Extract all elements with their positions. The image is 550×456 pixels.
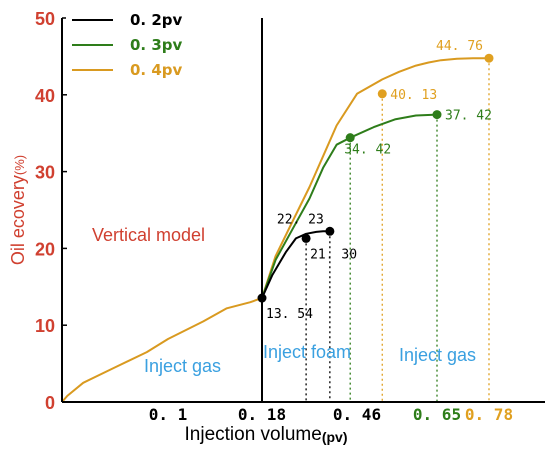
x-tick-label: 0. 46 — [333, 405, 381, 424]
y-tick-label: 0 — [45, 393, 55, 413]
y-tick-label: 50 — [35, 9, 55, 29]
x-tick-label: 0. 65 — [413, 405, 461, 424]
data-label: 21. 30 — [310, 247, 357, 262]
y-tick-label: 30 — [35, 163, 55, 183]
data-labels: 13. 54 21. 30 22. 23 34. 42 37. 42 40. 13 44. … — [266, 39, 492, 322]
data-markers — [257, 53, 494, 303]
legend-label: 0. 4pv — [130, 61, 183, 79]
data-point-marker — [257, 293, 267, 303]
y-axis-label-text: Oil ecovery — [8, 175, 28, 265]
x-tick-label: 0. 78 — [465, 405, 513, 424]
series-line — [261, 230, 330, 299]
data-point-marker — [301, 233, 311, 243]
series-lines — [61, 57, 489, 403]
x-axis-label: Injection volume(pv) — [185, 424, 348, 445]
y-ticks: 0 10 20 30 40 50 — [35, 9, 67, 413]
data-point-marker — [325, 226, 335, 236]
legend-label: 0. 2pv — [130, 11, 183, 29]
y-tick-label: 40 — [35, 86, 55, 106]
region-annotations: Vertical model Inject gas Inject foam Injec… — [92, 225, 476, 376]
region-annotation: Inject gas — [144, 356, 221, 376]
y-axis-label-unit: (%) — [12, 155, 27, 175]
data-point-marker — [345, 133, 355, 143]
legend-label: 0. 3pv — [130, 36, 183, 54]
data-label: 13. 54 — [266, 307, 313, 322]
data-label: 40. 13 — [390, 88, 437, 103]
data-point-marker — [432, 110, 442, 120]
data-label: 44. 76 — [436, 39, 483, 54]
x-tick-label: 0. 18 — [238, 405, 286, 424]
series-line — [261, 113, 438, 299]
region-annotation: Inject gas — [399, 345, 476, 365]
y-axis-label: Oil ecovery(%) — [8, 155, 28, 265]
data-point-marker — [377, 89, 387, 99]
x-ticks: 0. 1 0. 18 0. 46 0. 65 0. 78 — [149, 405, 513, 424]
y-tick-label: 10 — [35, 316, 55, 336]
drop-lines — [305, 58, 490, 402]
x-axis-label-text: Injection volume — [185, 424, 322, 445]
region-annotation: Vertical model — [92, 225, 205, 245]
data-label: 37. 42 — [445, 109, 492, 124]
data-point-marker — [484, 53, 494, 63]
region-annotation: Inject foam — [263, 342, 351, 362]
x-tick-label: 0. 1 — [149, 405, 188, 424]
y-tick-label: 20 — [35, 239, 55, 259]
data-label: 34. 42 — [344, 143, 391, 158]
axes — [61, 18, 545, 403]
legend: 0. 2pv 0. 3pv 0. 4pv — [66, 6, 194, 88]
series-line — [61, 57, 489, 403]
data-label: 22. 23 — [277, 212, 324, 227]
x-axis-label-unit: (pv) — [322, 429, 348, 445]
